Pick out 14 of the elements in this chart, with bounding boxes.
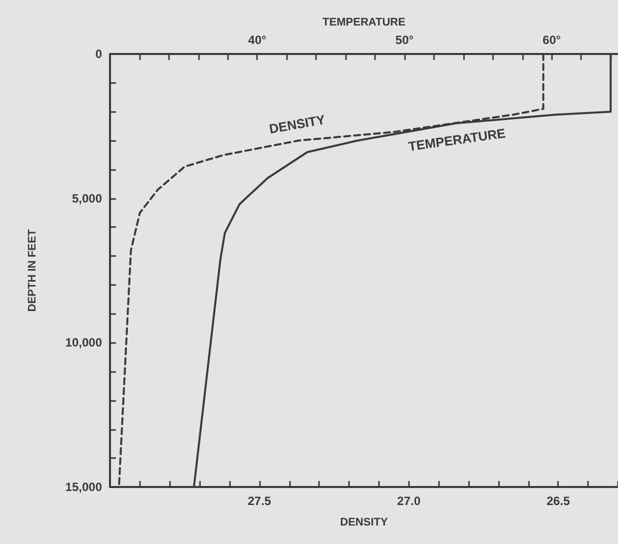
x2-axis-title: TEMPERATURE	[322, 16, 406, 28]
y-tick-label: 10,000	[65, 336, 102, 350]
x-axis-title: DENSITY	[340, 516, 388, 528]
y-tick-label: 15,000	[65, 480, 102, 494]
x2-tick-label: 40°	[248, 33, 267, 47]
y-tick-label: 5,000	[72, 191, 102, 206]
text: DENSITY	[268, 112, 326, 136]
x-tick-label: 27.0	[397, 494, 421, 508]
x-tick-label: 27.5	[248, 494, 272, 508]
x2-tick-label: 60°	[542, 33, 562, 47]
y-tick-label: 0	[95, 47, 102, 61]
y-axis-title: DEPTH IN FEET	[26, 228, 38, 312]
x-tick-label: 26.5	[546, 494, 570, 508]
x2-tick-label: 50°	[395, 33, 414, 47]
